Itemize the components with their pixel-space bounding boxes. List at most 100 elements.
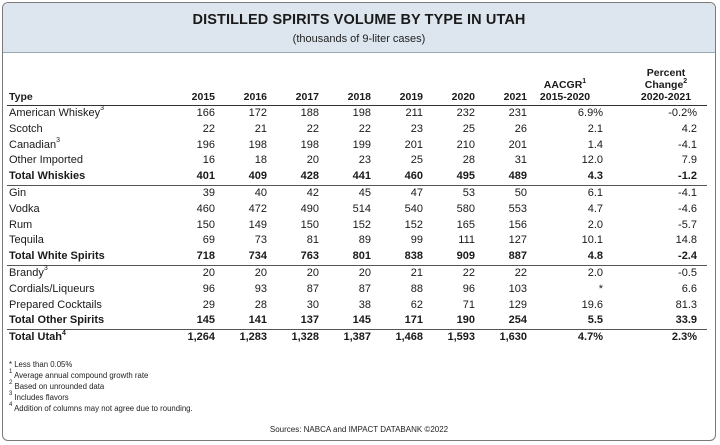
cell-2021: 887 bbox=[508, 250, 527, 263]
row-label: Total Other Spirits bbox=[7, 313, 157, 329]
cell-2019: 171 bbox=[404, 314, 423, 327]
cell-2020: 909 bbox=[456, 250, 475, 263]
cell-aacgr: * bbox=[598, 282, 603, 295]
table-row: Prepared Cocktails 29 28 30 38 62 71 129 19.6 81.… bbox=[7, 298, 707, 314]
footnote-line: 3 Includes flavors bbox=[9, 391, 193, 403]
cell-percent-change: 81.3 bbox=[675, 298, 697, 311]
row-label-text: Total Whiskies bbox=[9, 170, 86, 183]
cell-2016: 734 bbox=[248, 250, 267, 263]
row-label-text: Tequila bbox=[9, 234, 44, 247]
cell-percent-change: 4.2 bbox=[681, 122, 697, 135]
row-label: Brandy3 bbox=[7, 264, 157, 282]
column-header-2021: 2021 bbox=[475, 60, 527, 106]
cell-aacgr: 4.7 bbox=[587, 202, 603, 215]
cell-percent-change: -1.2 bbox=[678, 170, 697, 183]
cell-2020: 22 bbox=[423, 264, 475, 282]
cell-2017: 30 bbox=[306, 298, 319, 311]
cell-2018: 199 bbox=[352, 138, 371, 151]
cell-2017: 1,328 bbox=[267, 329, 319, 346]
cell-2017: 42 bbox=[267, 184, 319, 202]
footnote-text: Includes flavors bbox=[14, 393, 69, 402]
cell-2020: 28 bbox=[462, 154, 475, 167]
table-row: Tequila 69 73 81 89 99 111 127 10.1 14.8 bbox=[7, 233, 707, 249]
cell-2019: 460 bbox=[404, 170, 423, 183]
footnote-text: Based on unrounded data bbox=[14, 382, 105, 391]
cell-2020: 71 bbox=[462, 298, 475, 311]
cell-2020: 210 bbox=[456, 138, 475, 151]
cell-percent-change: 33.9 bbox=[675, 314, 697, 327]
row-label-text: Rum bbox=[9, 218, 33, 231]
cell-percent-change: -5.7 bbox=[678, 218, 697, 231]
table-row: Brandy3 20 20 20 20 21 22 22 2.0 -0.5 bbox=[7, 264, 707, 282]
cell-2018: 45 bbox=[319, 184, 371, 202]
table-subtitle: (thousands of 9-liter cases) bbox=[292, 33, 426, 45]
cell-aacgr: 12.0 bbox=[581, 154, 603, 167]
total-row: Total Whiskies 401 409 428 441 460 495 489 4.3 -1… bbox=[7, 169, 707, 185]
cell-2015: 69 bbox=[202, 234, 215, 247]
total-row: Total Other Spirits 145 141 137 145 171 190 254… bbox=[7, 313, 707, 329]
cell-2021: 127 bbox=[508, 234, 527, 247]
cell-2018: 198 bbox=[352, 107, 371, 119]
cell-2020: 111 bbox=[458, 234, 475, 247]
cell-2019: 211 bbox=[405, 107, 423, 119]
footnote-line: 1 Average annual compound growth rate bbox=[9, 369, 193, 381]
cell-percent-change: 2.3% bbox=[625, 329, 707, 346]
row-label: American Whiskey3 bbox=[7, 105, 157, 122]
row-label: Rum bbox=[7, 218, 157, 234]
row-label: Prepared Cocktails bbox=[7, 298, 157, 314]
cell-2018: 152 bbox=[352, 218, 371, 231]
row-label-text: Total Utah bbox=[9, 331, 62, 344]
cell-2020: 165 bbox=[456, 218, 475, 231]
cell-2015: 39 bbox=[157, 184, 215, 202]
cell-aacgr: 5.5 bbox=[587, 314, 603, 327]
cell-2019: 62 bbox=[410, 298, 423, 311]
cell-2016: 73 bbox=[254, 234, 267, 247]
cell-2019: 23 bbox=[410, 122, 423, 135]
row-footnote-mark: 3 bbox=[43, 265, 48, 273]
cell-2017: 428 bbox=[300, 170, 319, 183]
cell-2016: 93 bbox=[254, 282, 267, 295]
row-label: Gin bbox=[7, 184, 157, 202]
row-label: Scotch bbox=[7, 122, 157, 138]
cell-2017: 81 bbox=[306, 234, 319, 247]
cell-2021: 129 bbox=[508, 298, 527, 311]
footnote-text: Average annual compound growth rate bbox=[14, 371, 149, 380]
cell-percent-change: -4.1 bbox=[625, 184, 707, 202]
cell-2016: 1,283 bbox=[215, 329, 267, 346]
cell-2017: 150 bbox=[300, 218, 319, 231]
table-row: Vodka 460 472 490 514 540 580 553 4.7 -4.6 bbox=[7, 202, 707, 218]
cell-2021: 254 bbox=[508, 314, 527, 327]
cell-2019: 47 bbox=[371, 184, 423, 202]
footnote-mark: 4 bbox=[9, 402, 13, 409]
row-label: Canadian3 bbox=[7, 137, 157, 154]
row-label-text: Gin bbox=[9, 186, 27, 199]
cell-2015: 16 bbox=[202, 154, 215, 167]
column-header-2018: 2018 bbox=[319, 60, 371, 106]
table-row: Cordials/Liqueurs 96 93 87 87 88 96 103 * 6.6 bbox=[7, 282, 707, 298]
cell-2017: 188 bbox=[300, 107, 319, 119]
table-row: Gin 39 40 42 45 47 53 50 6.1 -4.1 bbox=[7, 184, 707, 202]
cell-aacgr: 1.4 bbox=[587, 138, 603, 151]
cell-2015: 196 bbox=[196, 138, 215, 151]
cell-percent-change: -2.4 bbox=[678, 250, 697, 263]
cell-2015: 22 bbox=[202, 122, 215, 135]
row-label: Cordials/Liqueurs bbox=[7, 282, 157, 298]
column-header-2016: 2016 bbox=[215, 60, 267, 106]
cell-2016: 20 bbox=[215, 264, 267, 282]
cell-aacgr: 2.0 bbox=[527, 264, 625, 282]
row-label: Total Utah4 bbox=[7, 329, 157, 346]
pct-footnote-mark: 2 bbox=[683, 77, 688, 85]
cell-2020: 53 bbox=[423, 184, 475, 202]
table-row: Canadian3 196 198 198 199 201 210 201 1.4 -4.1 bbox=[7, 137, 707, 154]
row-label-text: Cordials/Liqueurs bbox=[9, 282, 95, 295]
cell-aacgr: 6.9% bbox=[577, 107, 603, 119]
table-title: DISTILLED SPIRITS VOLUME BY TYPE IN UTAH bbox=[192, 12, 526, 28]
cell-percent-change: -0.2% bbox=[668, 107, 697, 119]
cell-aacgr: 6.1 bbox=[527, 184, 625, 202]
cell-2018: 441 bbox=[352, 170, 371, 183]
cell-2018: 23 bbox=[358, 154, 371, 167]
cell-2019: 152 bbox=[404, 218, 423, 231]
total-row: Total Utah4 1,264 1,283 1,328 1,387 1,468 1,59… bbox=[7, 329, 707, 346]
cell-2018: 1,387 bbox=[319, 329, 371, 346]
cell-2020: 190 bbox=[456, 314, 475, 327]
